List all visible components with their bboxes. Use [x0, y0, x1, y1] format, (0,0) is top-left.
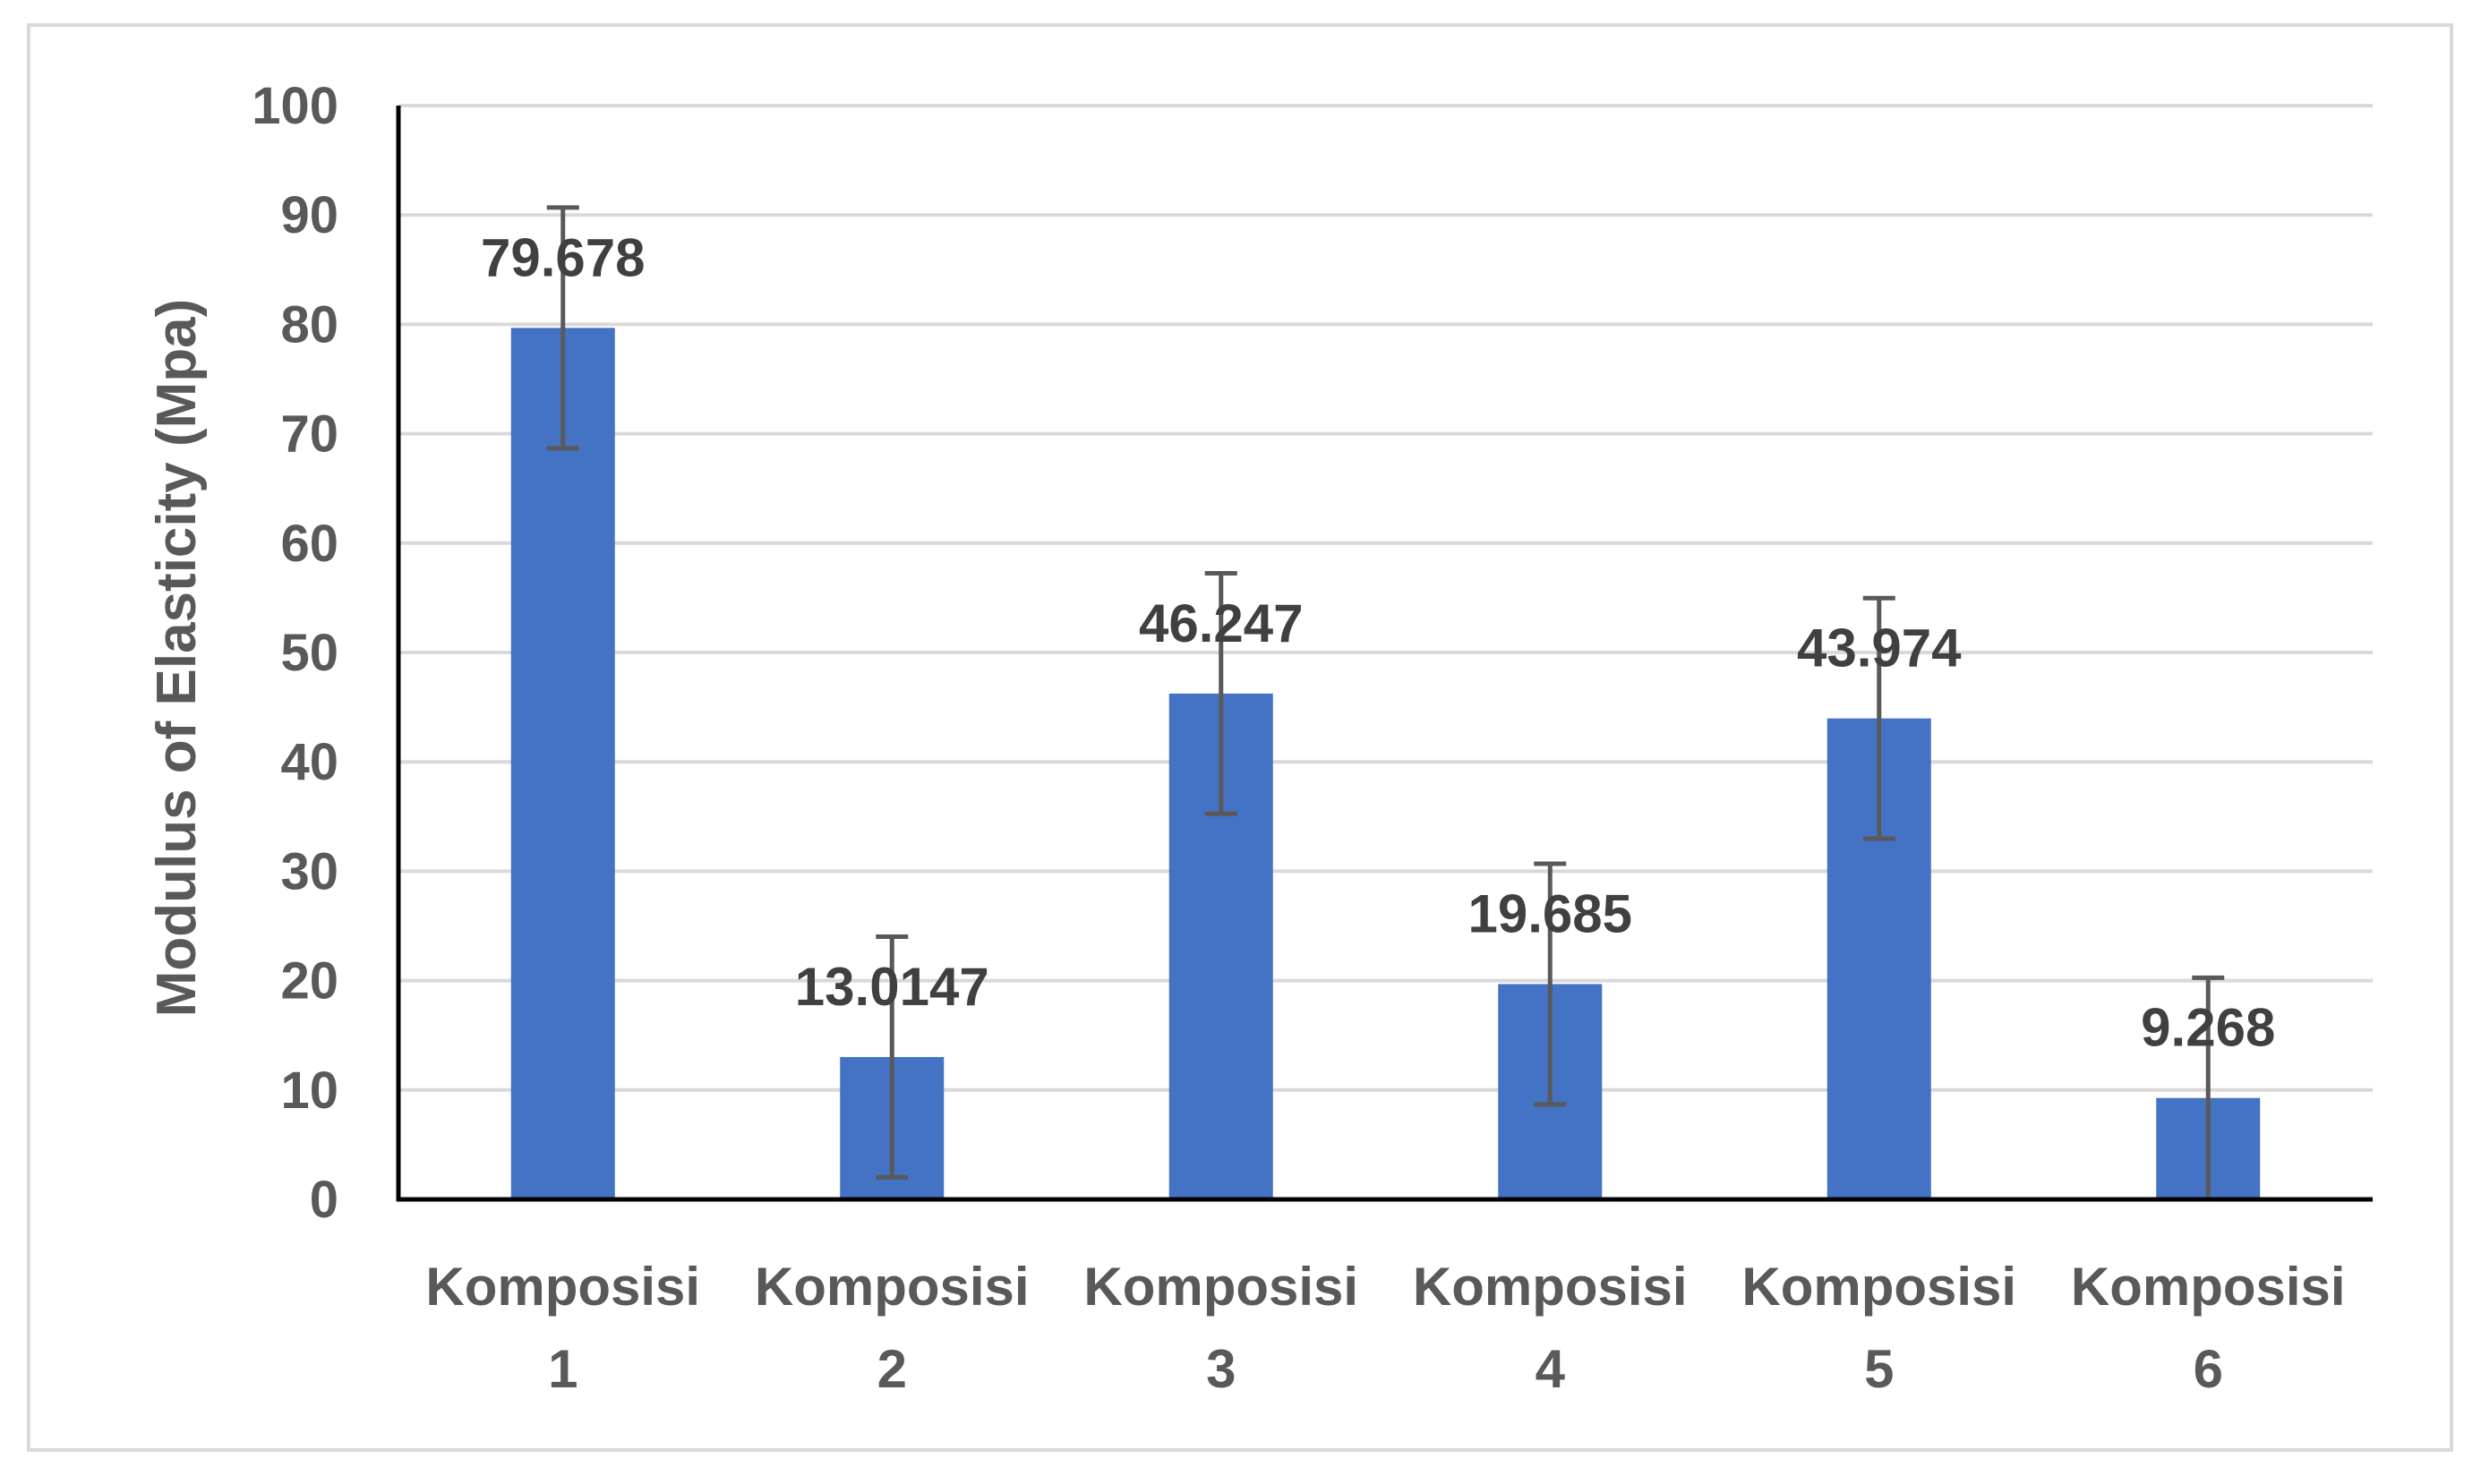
- y-tick-label: 80: [280, 295, 338, 354]
- x-tick-label: Komposisi: [1741, 1257, 2016, 1317]
- y-tick-label: 70: [280, 405, 338, 464]
- x-tick-label: 4: [1536, 1339, 1566, 1399]
- y-tick-label: 10: [280, 1062, 338, 1120]
- y-tick-label: 100: [252, 77, 338, 135]
- y-tick-label: 90: [280, 186, 338, 244]
- x-tick-label: 2: [877, 1339, 907, 1399]
- bar: [510, 328, 615, 1199]
- axes: [396, 106, 2373, 1202]
- y-tick-labels: 0 10 20 30 40 50 60 70 80 90 100: [252, 77, 338, 1229]
- data-label: 79.678: [481, 227, 646, 287]
- x-tick-label: 5: [1864, 1339, 1894, 1399]
- y-tick-label: 40: [280, 733, 338, 791]
- x-tick-labels: Komposisi 1 Komposisi 2 Komposisi 3 Komposisi 4…: [425, 1257, 2345, 1399]
- y-axis-title: Modulus of Elasticity (Mpa): [146, 299, 208, 1018]
- data-labels: 79.678 13.0147 46.247 19.685 43.974 9.268: [481, 227, 2275, 1057]
- y-tick-label: 0: [310, 1171, 338, 1229]
- x-tick-label: 6: [2194, 1339, 2223, 1399]
- data-label: 46.247: [1139, 593, 1304, 653]
- data-label: 9.268: [2141, 998, 2275, 1058]
- x-tick-label: 1: [548, 1339, 577, 1399]
- x-tick-label: Komposisi: [1413, 1257, 1688, 1317]
- y-tick-label: 30: [280, 842, 338, 900]
- x-tick-label: Komposisi: [2071, 1257, 2346, 1317]
- data-label: 43.974: [1797, 618, 1962, 678]
- y-tick-label: 50: [280, 624, 338, 682]
- x-tick-label: Komposisi: [425, 1257, 700, 1317]
- x-tick-label: 3: [1206, 1339, 1236, 1399]
- data-label: 19.685: [1467, 883, 1632, 943]
- data-label: 13.0147: [795, 957, 989, 1017]
- y-tick-label: 20: [280, 952, 338, 1011]
- y-tick-label: 60: [280, 515, 338, 573]
- gridlines: [398, 104, 2373, 1092]
- error-bars: [546, 205, 2225, 1202]
- x-tick-label: Komposisi: [755, 1257, 1030, 1317]
- x-tick-label: Komposisi: [1083, 1257, 1358, 1317]
